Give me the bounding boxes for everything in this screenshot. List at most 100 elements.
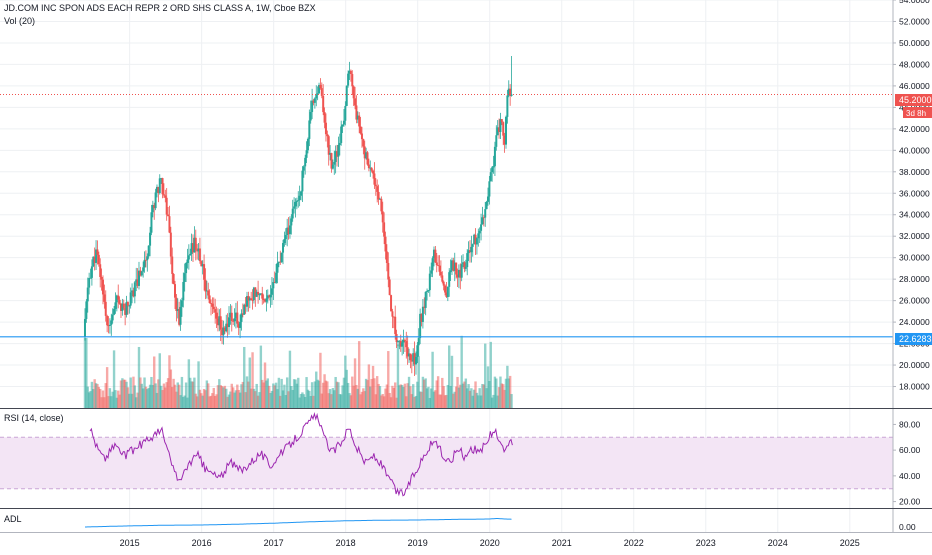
- candle-body: [291, 208, 294, 219]
- candle-body: [366, 152, 369, 165]
- volume-bar: [171, 387, 174, 408]
- candle-body: [118, 299, 121, 304]
- x-tick-label: 2022: [624, 538, 644, 548]
- volume-bar: [330, 394, 333, 408]
- candle-body: [365, 152, 368, 159]
- rsi-legend[interactable]: RSI (14, close): [4, 413, 64, 423]
- volume-bar: [442, 386, 445, 408]
- adl-legend[interactable]: ADL: [4, 514, 22, 524]
- volume-bar: [506, 365, 509, 408]
- candle-body: [351, 74, 354, 87]
- candle-body: [129, 292, 132, 306]
- candle-body: [428, 273, 431, 291]
- candle-body: [498, 127, 501, 132]
- volume-bar: [266, 378, 269, 408]
- volume-bar: [454, 386, 458, 408]
- candle-body: [506, 95, 509, 117]
- volume-bar: [285, 377, 289, 408]
- candle-body: [160, 178, 163, 179]
- candle-body: [143, 259, 146, 268]
- candle-body: [438, 265, 441, 272]
- candle-body: [449, 270, 452, 273]
- candle-body: [493, 146, 496, 167]
- volume-bar: [297, 377, 300, 408]
- y-tick-label: 20.0000: [899, 360, 930, 370]
- volume-bar: [370, 378, 373, 408]
- volume-bar: [143, 377, 146, 408]
- candle-body: [132, 290, 135, 297]
- candle-body: [173, 284, 176, 298]
- candle-body: [182, 281, 185, 301]
- x-tick-label: 2021: [552, 538, 572, 548]
- candle-body: [243, 304, 246, 315]
- volume-bar: [353, 358, 357, 408]
- candle-body: [426, 290, 429, 292]
- volume-bar: [338, 394, 342, 408]
- volume-bar: [238, 392, 242, 408]
- volume-bar: [195, 396, 199, 408]
- volume-bar: [378, 386, 382, 408]
- candle-body: [402, 339, 405, 343]
- volume-bar: [107, 396, 110, 408]
- x-tick-label: 2016: [192, 538, 212, 548]
- candle-body: [88, 278, 91, 288]
- volume-bar: [130, 393, 134, 408]
- candle-body: [128, 305, 131, 307]
- candle-body: [230, 312, 233, 321]
- candle-body: [244, 304, 247, 307]
- y-tick-label: 28.0000: [899, 274, 930, 284]
- candle-body: [329, 153, 332, 155]
- candle-body: [374, 184, 377, 187]
- y-tick-label: 18.0000: [899, 382, 930, 392]
- candle-body: [268, 295, 271, 298]
- y-tick-label: 24.0000: [899, 317, 930, 327]
- volume-bar: [288, 350, 292, 408]
- x-tick-label: 2017: [264, 538, 284, 548]
- volume-bar: [165, 382, 168, 408]
- candle-body: [369, 167, 372, 169]
- candle-body: [203, 264, 206, 280]
- volume-bar: [252, 388, 256, 408]
- candle-body: [503, 135, 506, 145]
- volume-bar: [176, 382, 179, 408]
- volume-bar: [309, 396, 312, 408]
- volume-bar: [428, 397, 432, 408]
- volume-bar: [312, 395, 315, 408]
- candle-body: [499, 119, 502, 132]
- volume-bar: [140, 383, 143, 408]
- volume-bar: [187, 359, 191, 408]
- volume-bar: [159, 385, 163, 408]
- volume-bar: [424, 378, 427, 408]
- volume-bar: [482, 384, 486, 408]
- volume-bar: [175, 391, 178, 408]
- volume-bar: [321, 382, 325, 408]
- rsi-band: [0, 437, 893, 489]
- volume-bar: [263, 362, 267, 408]
- candle-body: [496, 127, 499, 136]
- candle-body: [363, 146, 366, 159]
- volume-bar: [452, 393, 455, 408]
- candle-body: [502, 122, 505, 136]
- candle-body: [466, 253, 469, 268]
- volume-bar: [276, 389, 279, 408]
- volume-bar: [418, 391, 422, 408]
- symbol-title[interactable]: JD.COM INC SPON ADS EACH REPR 2 ORD SHS …: [4, 3, 316, 13]
- last-price-badge-text: 45.2000: [899, 95, 932, 105]
- volume-bar: [355, 384, 358, 408]
- volume-bar: [417, 356, 420, 408]
- candle-body: [190, 243, 193, 254]
- candle-body: [234, 312, 237, 319]
- candle-body: [83, 318, 86, 338]
- candle-body: [441, 275, 444, 282]
- y-tick-label: 26.0000: [899, 296, 930, 306]
- volume-bar: [222, 387, 225, 408]
- volume-bar: [168, 355, 171, 408]
- candle-body: [180, 300, 183, 307]
- volume-bar: [254, 391, 257, 408]
- volume-bar: [212, 387, 215, 408]
- volume-legend[interactable]: Vol (20): [4, 16, 36, 26]
- volume-bar: [85, 338, 88, 408]
- volume-bar: [190, 381, 193, 408]
